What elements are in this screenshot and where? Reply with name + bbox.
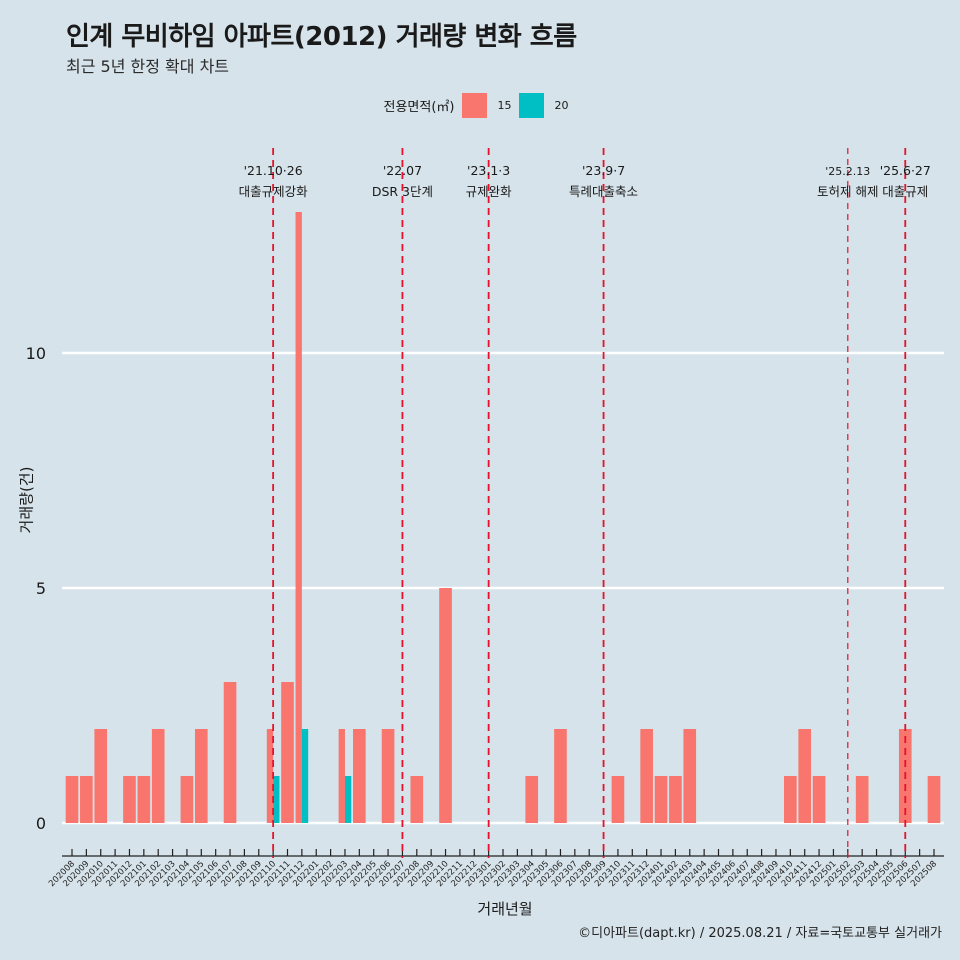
bar-15-202111: [281, 682, 294, 823]
bar-20-202112: [301, 729, 309, 823]
bar-15-202101: [137, 776, 151, 823]
bar-15-202306: [554, 729, 567, 823]
bar-15-202503: [855, 776, 869, 823]
y-tick-label: 10: [26, 344, 46, 363]
bar-15-202012: [123, 776, 136, 823]
bar-15-202410: [784, 776, 797, 823]
event-label: 대출규제: [882, 184, 928, 199]
event-date: '25.6·27: [880, 163, 931, 178]
event-date: '23.9·7: [582, 163, 625, 178]
bar-15-202310: [611, 776, 625, 823]
legend-label-20: 20: [554, 99, 569, 112]
event-label: 규제완화: [466, 184, 513, 199]
bar-15-202112: [295, 212, 302, 823]
bar-20-202110: [273, 776, 280, 823]
y-tick-label: 0: [36, 814, 46, 833]
y-axis-title: 거래량(건): [17, 466, 36, 534]
bar-15-202401: [654, 776, 668, 823]
bar-15-202107: [223, 682, 237, 823]
bar-15-202203: [338, 729, 345, 823]
legend-label-15: 15: [497, 99, 512, 112]
legend: 전용면적(㎡) 15 20: [0, 93, 960, 118]
event-label: DSR 3단계: [372, 184, 433, 199]
bar-15-202210: [439, 588, 452, 823]
bar-15-202402: [669, 776, 682, 823]
bar-15-202110: [266, 729, 274, 823]
bar-15-202009: [80, 776, 93, 823]
bar-15-202412: [812, 776, 826, 823]
event-label: 토허제 해제: [817, 184, 878, 199]
bar-15-202312: [640, 729, 653, 823]
legend-title: 전용면적(㎡): [383, 100, 455, 115]
bar-15-202105: [194, 729, 208, 823]
bar-15-202403: [683, 729, 697, 823]
legend-swatch-15: [462, 93, 488, 118]
chart-title: 인계 무비하임 아파트(2012) 거래량 변화 흐름: [66, 22, 577, 52]
event-label: 대출규제강화: [239, 184, 309, 199]
bar-15-202204: [353, 729, 366, 823]
bar-15-202206: [381, 729, 395, 823]
event-date: '25.2.13: [825, 165, 870, 178]
event-date: '21.10·26: [244, 163, 303, 178]
legend-swatch-20: [519, 93, 545, 118]
y-tick-label: 5: [36, 579, 46, 598]
bar-15-202008: [65, 776, 79, 823]
bar-15-202010: [94, 729, 108, 823]
event-date: '23.1·3: [467, 163, 510, 178]
bar-20-202203: [344, 776, 352, 823]
bar-15-202508: [927, 776, 941, 823]
bar-15-202304: [525, 776, 539, 823]
bar-15-202104: [180, 776, 194, 823]
bar-15-202411: [798, 729, 812, 823]
event-date: '22.07: [383, 163, 422, 178]
x-axis-title: 거래년월: [477, 900, 533, 918]
caption: ©디아파트(dapt.kr) / 2025.08.21 / 자료=국토교통부 실…: [578, 926, 942, 941]
bar-15-202102: [151, 729, 165, 823]
event-label: 특례대출축소: [569, 184, 638, 199]
chart-subtitle: 최근 5년 한정 확대 차트: [66, 57, 230, 76]
bar-15-202208: [410, 776, 424, 823]
